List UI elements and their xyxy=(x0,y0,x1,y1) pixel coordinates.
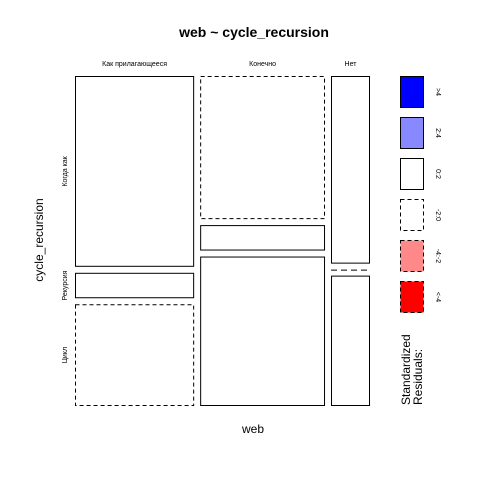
mosaic-tiles xyxy=(76,77,371,406)
legend-swatch xyxy=(401,77,424,108)
legend: >4 2:4 0:2 -2:0 -4:-2 <-4 xyxy=(401,77,442,313)
legend-swatch xyxy=(401,118,424,149)
x-tick-label: Как прилагающееся xyxy=(102,61,167,68)
mosaic-tile xyxy=(201,77,325,219)
mosaic-tile xyxy=(332,77,370,264)
legend-swatch xyxy=(401,159,424,190)
y-tick-labels: Когда как Рекурсия Цикл xyxy=(62,155,69,363)
legend-swatch xyxy=(401,241,424,272)
y-tick-label: Когда как xyxy=(62,155,69,186)
mosaic-tile xyxy=(201,226,325,250)
y-axis-label: cycle_recursion xyxy=(32,198,46,281)
mosaic-tile xyxy=(76,305,194,406)
legend-label: -4:-2 xyxy=(434,249,441,264)
mosaic-tile xyxy=(332,276,370,405)
x-tick-labels: Как прилагающееся Конечно Нет xyxy=(102,61,357,68)
legend-title: StandardizedResiduals: xyxy=(399,334,425,405)
y-tick-label: Рекурсия xyxy=(62,270,69,300)
x-tick-label: Нет xyxy=(345,61,358,68)
legend-swatch xyxy=(401,282,424,313)
mosaic-tile xyxy=(76,273,194,297)
legend-label: <-4 xyxy=(434,292,441,302)
mosaic-tile xyxy=(201,257,325,405)
x-axis-label: web xyxy=(241,422,264,436)
legend-swatch xyxy=(401,200,424,231)
x-tick-label: Конечно xyxy=(249,61,276,68)
legend-label: 2:4 xyxy=(434,128,441,138)
chart-title: web ~ cycle_recursion xyxy=(178,24,329,40)
legend-label: -2:0 xyxy=(434,209,441,221)
y-tick-label: Цикл xyxy=(62,347,69,363)
legend-label: >4 xyxy=(434,88,441,96)
mosaic-tile xyxy=(76,77,194,267)
legend-label: 0:2 xyxy=(434,169,441,179)
